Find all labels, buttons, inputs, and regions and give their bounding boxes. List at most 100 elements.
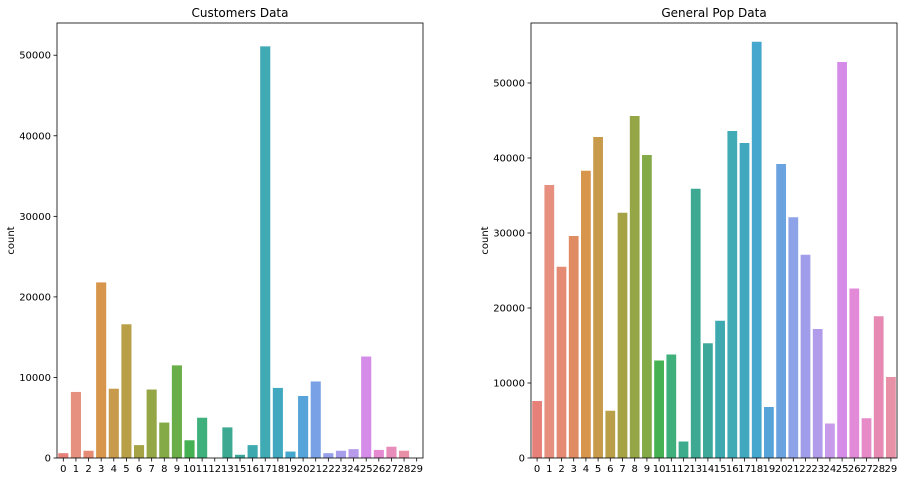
- bar-19: [285, 451, 296, 458]
- x-tick-label: 25: [360, 464, 373, 475]
- bar-0: [58, 453, 69, 458]
- y-axis-label: count: [480, 226, 491, 254]
- x-tick-label: 8: [161, 464, 167, 475]
- x-tick-label: 22: [799, 464, 812, 475]
- bar-13: [690, 188, 701, 458]
- bar-26: [849, 288, 860, 458]
- x-tick-label: 20: [775, 464, 788, 475]
- y-tick-label: 0: [519, 454, 525, 465]
- x-tick-label: 7: [619, 464, 625, 475]
- bar-14: [703, 343, 713, 458]
- x-tick-label: 6: [607, 464, 613, 475]
- y-tick-label: 0: [45, 454, 51, 465]
- x-tick-label: 11: [665, 464, 678, 475]
- bar-6: [133, 445, 145, 458]
- bar-21: [310, 381, 321, 458]
- x-tick-label: 29: [885, 464, 898, 475]
- bar-11: [197, 417, 208, 458]
- x-tick-label: 2: [558, 464, 564, 475]
- x-tick-label: 9: [174, 464, 180, 475]
- y-tick-label: 10000: [493, 379, 525, 390]
- x-tick-label: 1: [546, 464, 552, 475]
- x-tick-label: 8: [632, 464, 638, 475]
- x-tick-label: 15: [234, 464, 247, 475]
- x-tick-label: 24: [824, 464, 837, 475]
- bar-25: [837, 62, 847, 458]
- x-tick-label: 26: [848, 464, 861, 475]
- chart-title: Customers Data: [191, 6, 288, 20]
- x-tick-label: 11: [196, 464, 209, 475]
- x-tick-label: 25: [836, 464, 849, 475]
- x-tick-label: 28: [872, 464, 885, 475]
- bar-5: [593, 137, 603, 458]
- x-tick-label: 10: [653, 464, 666, 475]
- x-tick-label: 21: [309, 464, 322, 475]
- bar-7: [146, 389, 157, 458]
- axes-frame: [530, 22, 898, 459]
- bar-16: [727, 131, 738, 458]
- bar-4: [581, 170, 591, 458]
- bar-2: [556, 266, 567, 458]
- x-tick-label: 27: [385, 464, 398, 475]
- bar-21: [788, 217, 799, 458]
- x-tick-label: 20: [297, 464, 310, 475]
- bar-25: [361, 356, 372, 458]
- bar-10: [184, 440, 195, 458]
- bar-22: [800, 254, 811, 458]
- x-tick-label: 10: [183, 464, 196, 475]
- bar-9: [642, 155, 652, 458]
- y-tick-label: 20000: [19, 292, 51, 303]
- x-tick-label: 19: [284, 464, 297, 475]
- y-tick-label: 40000: [19, 131, 51, 142]
- bar-8: [159, 422, 170, 458]
- x-tick-label: 16: [246, 464, 259, 475]
- y-axis-label: count: [6, 226, 17, 254]
- y-tick-label: 10000: [19, 373, 51, 384]
- x-tick-label: 5: [595, 464, 601, 475]
- x-tick-label: 24: [347, 464, 360, 475]
- x-tick-label: 1: [73, 464, 79, 475]
- x-tick-label: 14: [702, 464, 715, 475]
- bar-19: [764, 407, 774, 458]
- bar-8: [629, 116, 640, 458]
- x-tick-label: 13: [221, 464, 234, 475]
- bar-24: [348, 449, 359, 458]
- x-tick-label: 23: [811, 464, 824, 475]
- y-tick-label: 20000: [493, 304, 525, 315]
- x-tick-label: 9: [644, 464, 650, 475]
- bar-1: [70, 391, 81, 458]
- general-pop-chart: 0 1 2 3 4 5 6 7 8 9 10 11 12 13 14 15 16 17 18 19 20 21 22 23 24…: [480, 6, 898, 475]
- x-tick-label: 29: [410, 464, 423, 475]
- bar-22: [323, 453, 334, 458]
- x-tick-label: 21: [787, 464, 800, 475]
- x-tick-label: 18: [271, 464, 284, 475]
- x-tick-label: 12: [208, 464, 221, 475]
- x-tick-label: 18: [750, 464, 763, 475]
- bar-17: [260, 46, 271, 459]
- x-tick-label: 15: [714, 464, 727, 475]
- x-tick-label: 5: [123, 464, 129, 475]
- bar-7: [617, 212, 628, 458]
- bar-18: [751, 41, 762, 458]
- y-tick-label: 30000: [19, 212, 51, 223]
- bar-0: [532, 401, 542, 458]
- x-tick-label: 6: [136, 464, 142, 475]
- bar-3: [96, 282, 107, 458]
- bar-20: [776, 164, 786, 458]
- y-tick-label: 30000: [493, 229, 525, 240]
- bar-1: [544, 185, 555, 458]
- x-tick-label: 22: [322, 464, 335, 475]
- x-tick-label: 12: [677, 464, 690, 475]
- x-tick-label: 17: [259, 464, 272, 475]
- bar-16: [247, 445, 258, 458]
- bar-27: [861, 418, 872, 458]
- x-tick-label: 27: [860, 464, 873, 475]
- bar-29: [886, 377, 896, 458]
- bar-13: [222, 427, 233, 458]
- bar-23: [812, 329, 823, 458]
- x-tick-label: 16: [726, 464, 739, 475]
- bar-12: [678, 441, 689, 458]
- bar-5: [121, 324, 132, 458]
- y-tick-label: 40000: [493, 154, 525, 165]
- x-tick-label: 3: [98, 464, 104, 475]
